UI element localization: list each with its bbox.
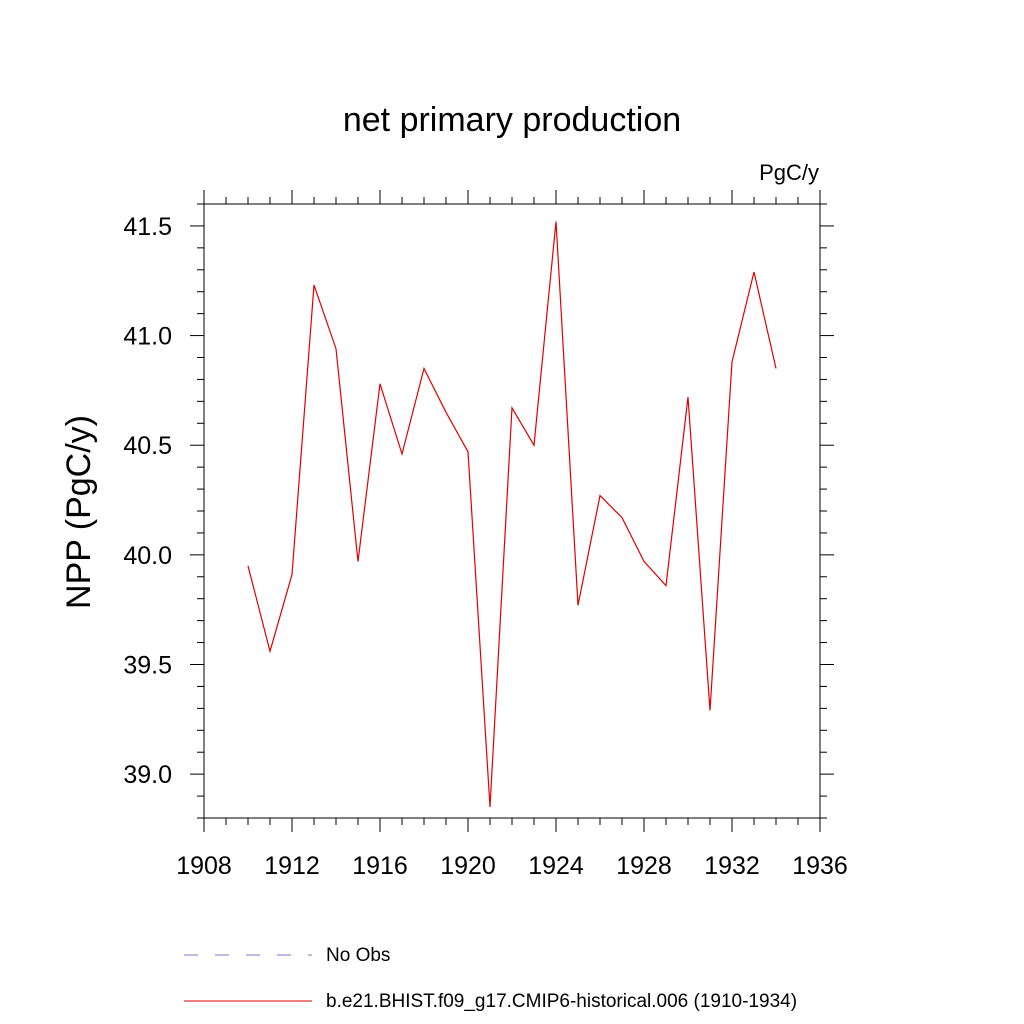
y-axis-label: NPP (PgC/y) [60, 415, 98, 609]
y-tick-label: 39.5 [123, 652, 172, 680]
y-tick-label: 41.5 [123, 213, 172, 241]
legend-label: b.e21.BHIST.f09_g17.CMIP6-historical.006… [326, 991, 797, 1012]
legend: No Obs b.e21.BHIST.f09_g17.CMIP6-historic… [184, 945, 797, 1012]
series-layer [247, 221, 777, 808]
y-tick-label: 41.0 [123, 323, 172, 351]
y-tick-label: 39.0 [123, 761, 172, 789]
x-tick-label: 1924 [528, 852, 584, 880]
series-line [247, 221, 777, 808]
x-tick-label: 1908 [176, 852, 232, 880]
x-tick-label: 1912 [264, 852, 320, 880]
x-tick-label: 1936 [792, 852, 848, 880]
x-tick-label: 1928 [616, 852, 672, 880]
y-tick-label: 40.5 [123, 432, 172, 460]
x-tick-label: 1916 [352, 852, 408, 880]
tick-labels: 1908 1912 1916 1920 1924 1928 1932 1936 39.0 39.5… [123, 213, 847, 880]
axis-ticks [190, 190, 834, 832]
chart-title: net primary production [343, 101, 681, 139]
x-tick-label: 1932 [704, 852, 760, 880]
x-tick-label: 1920 [440, 852, 496, 880]
legend-label: No Obs [326, 945, 390, 966]
units-label: PgC/y [759, 160, 819, 185]
y-tick-label: 40.0 [123, 542, 172, 570]
